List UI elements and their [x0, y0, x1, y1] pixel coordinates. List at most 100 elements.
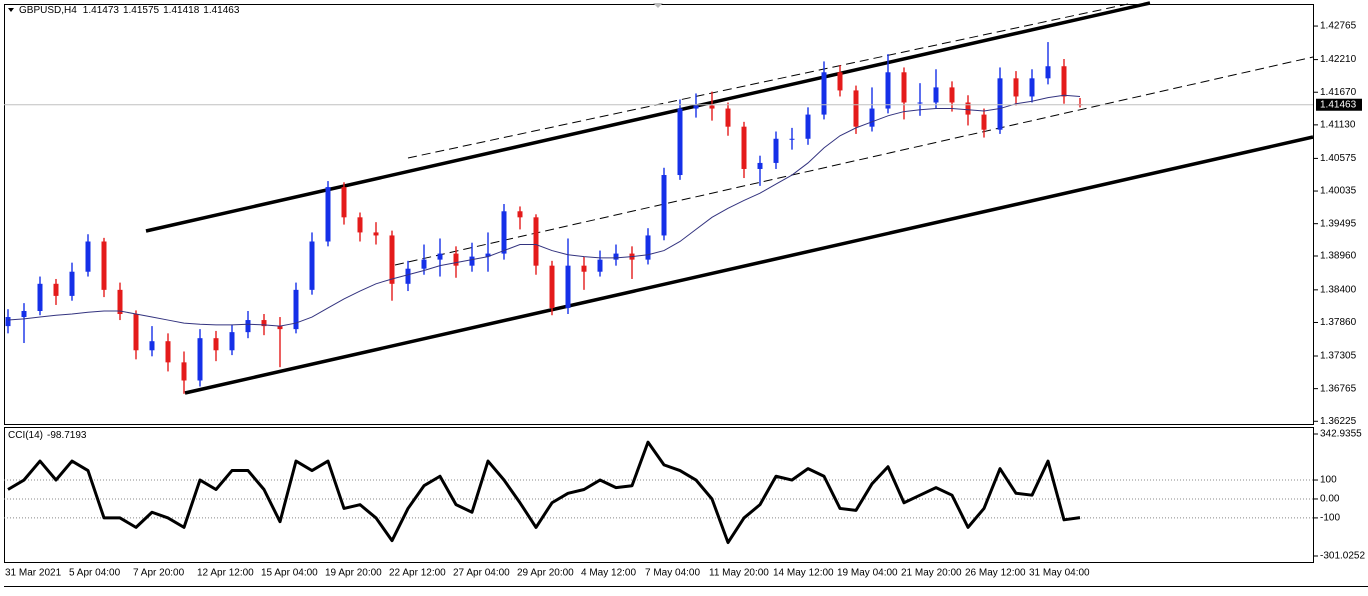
- y-tick-label: 1.40035: [1320, 186, 1357, 197]
- x-tick-label: 11 May 20:00: [709, 568, 769, 579]
- candle-body: [821, 72, 827, 115]
- x-tick-label: 29 Apr 20:00: [517, 568, 574, 579]
- cci-line: [7, 440, 1081, 545]
- candle-body: [757, 162, 763, 169]
- candle-body: [1061, 66, 1067, 97]
- y-tick-label: 1.36765: [1320, 383, 1357, 394]
- candle-body: [549, 265, 555, 308]
- cci-frame: [4, 427, 1314, 563]
- shift-marker: [653, 3, 663, 8]
- candle-body: [901, 72, 907, 103]
- plot-layer: [4, 25, 1362, 557]
- y-tick-label: 1.41130: [1320, 120, 1356, 131]
- middle-dashed-line: [394, 56, 1314, 266]
- candle-body: [453, 253, 459, 266]
- cci-last: -98.7193: [47, 430, 87, 441]
- candle-body: [181, 362, 187, 381]
- y-tick-label: 1.37305: [1320, 351, 1357, 362]
- candle-body: [597, 259, 603, 272]
- candle-body: [165, 341, 171, 363]
- candle-body: [469, 256, 475, 266]
- x-tick-label: 5 Apr 04:00: [69, 568, 121, 579]
- candle-body: [293, 289, 299, 330]
- y-tick-label: 342.9355: [1320, 429, 1362, 440]
- candle-body: [357, 217, 363, 233]
- candle-body: [373, 232, 379, 236]
- close: 1.41463: [203, 5, 240, 16]
- upper-dashed-line: [407, 3, 1129, 159]
- candle-body: [405, 268, 411, 284]
- y-tick-label: 1.38400: [1320, 284, 1357, 295]
- candle-body: [677, 108, 683, 176]
- y-tick-label: 1.42210: [1320, 54, 1357, 65]
- candle-body: [325, 187, 331, 242]
- candle-body: [197, 338, 203, 381]
- x-tick-label: 4 May 12:00: [581, 568, 636, 579]
- candle-body: [21, 310, 27, 318]
- candle-body: [741, 126, 747, 169]
- candle-body: [261, 320, 267, 327]
- candle-body: [533, 217, 539, 266]
- y-tick-label: 100: [1320, 475, 1337, 486]
- y-tick-label: 1.42765: [1320, 21, 1357, 32]
- candle-body: [37, 283, 43, 311]
- candle-body: [1045, 66, 1051, 79]
- x-tick-label: 7 May 04:00: [645, 568, 700, 579]
- open: 1.41473: [83, 5, 120, 16]
- candle-body: [709, 105, 715, 109]
- candle-body: [245, 320, 251, 333]
- candle-body: [85, 241, 91, 272]
- x-tick-label: 19 May 04:00: [837, 568, 898, 579]
- candle-body: [1013, 78, 1019, 97]
- candle-body: [661, 175, 667, 236]
- x-tick-label: 19 Apr 20:00: [325, 568, 382, 579]
- candle-body: [53, 283, 59, 296]
- candle-body: [853, 90, 859, 127]
- chart-header: GBPUSD,H4 1.41473 1.41575 1.41418 1.41463: [19, 5, 240, 16]
- candle-body: [949, 87, 955, 103]
- trend-lines: [145, 1, 1314, 395]
- x-tick-label: 7 Apr 20:00: [133, 568, 185, 579]
- candle-body: [773, 138, 779, 163]
- candle-body: [693, 105, 699, 109]
- y-tick-label: -100: [1320, 513, 1340, 524]
- y-tick-label: 0.00: [1320, 494, 1340, 505]
- y-tick-label: 1.38960: [1320, 251, 1357, 262]
- candle-body: [213, 338, 219, 351]
- high: 1.41575: [123, 5, 160, 16]
- y-tick-label: 1.39495: [1320, 218, 1357, 229]
- candle-body: [805, 114, 811, 139]
- candle-body: [485, 253, 491, 257]
- x-tick-label: 14 May 12:00: [773, 568, 834, 579]
- candle-body: [501, 211, 507, 254]
- cci-header: CCI(14) -98.7193: [8, 430, 87, 441]
- candle-body: [917, 102, 923, 104]
- candle-body: [789, 138, 795, 140]
- lower-channel-line: [184, 135, 1314, 395]
- x-tick-label: 21 May 20:00: [901, 568, 962, 579]
- x-tick-label: 27 Apr 04:00: [453, 568, 510, 579]
- candle-body: [517, 211, 523, 218]
- candle-body: [837, 72, 843, 91]
- candle-body: [69, 271, 75, 296]
- candle-body: [645, 235, 651, 260]
- candle-body: [389, 235, 395, 284]
- y-tick-label: 1.40575: [1320, 153, 1357, 164]
- candle-body: [341, 187, 347, 218]
- x-tick-label: 31 May 04:00: [1029, 568, 1090, 579]
- candle-body: [309, 241, 315, 290]
- candle-body: [965, 102, 971, 115]
- candle-body: [133, 314, 139, 351]
- header-arrow: [8, 8, 14, 12]
- candle-body: [421, 259, 427, 269]
- candle-body: [725, 108, 731, 127]
- cci-title: CCI(14): [8, 430, 43, 441]
- candle-body: [437, 253, 443, 260]
- candle-body: [117, 289, 123, 315]
- candle-body: [981, 114, 987, 130]
- candle-body: [933, 87, 939, 103]
- candle-body: [997, 78, 1003, 130]
- x-tick-label: 22 Apr 12:00: [389, 568, 446, 579]
